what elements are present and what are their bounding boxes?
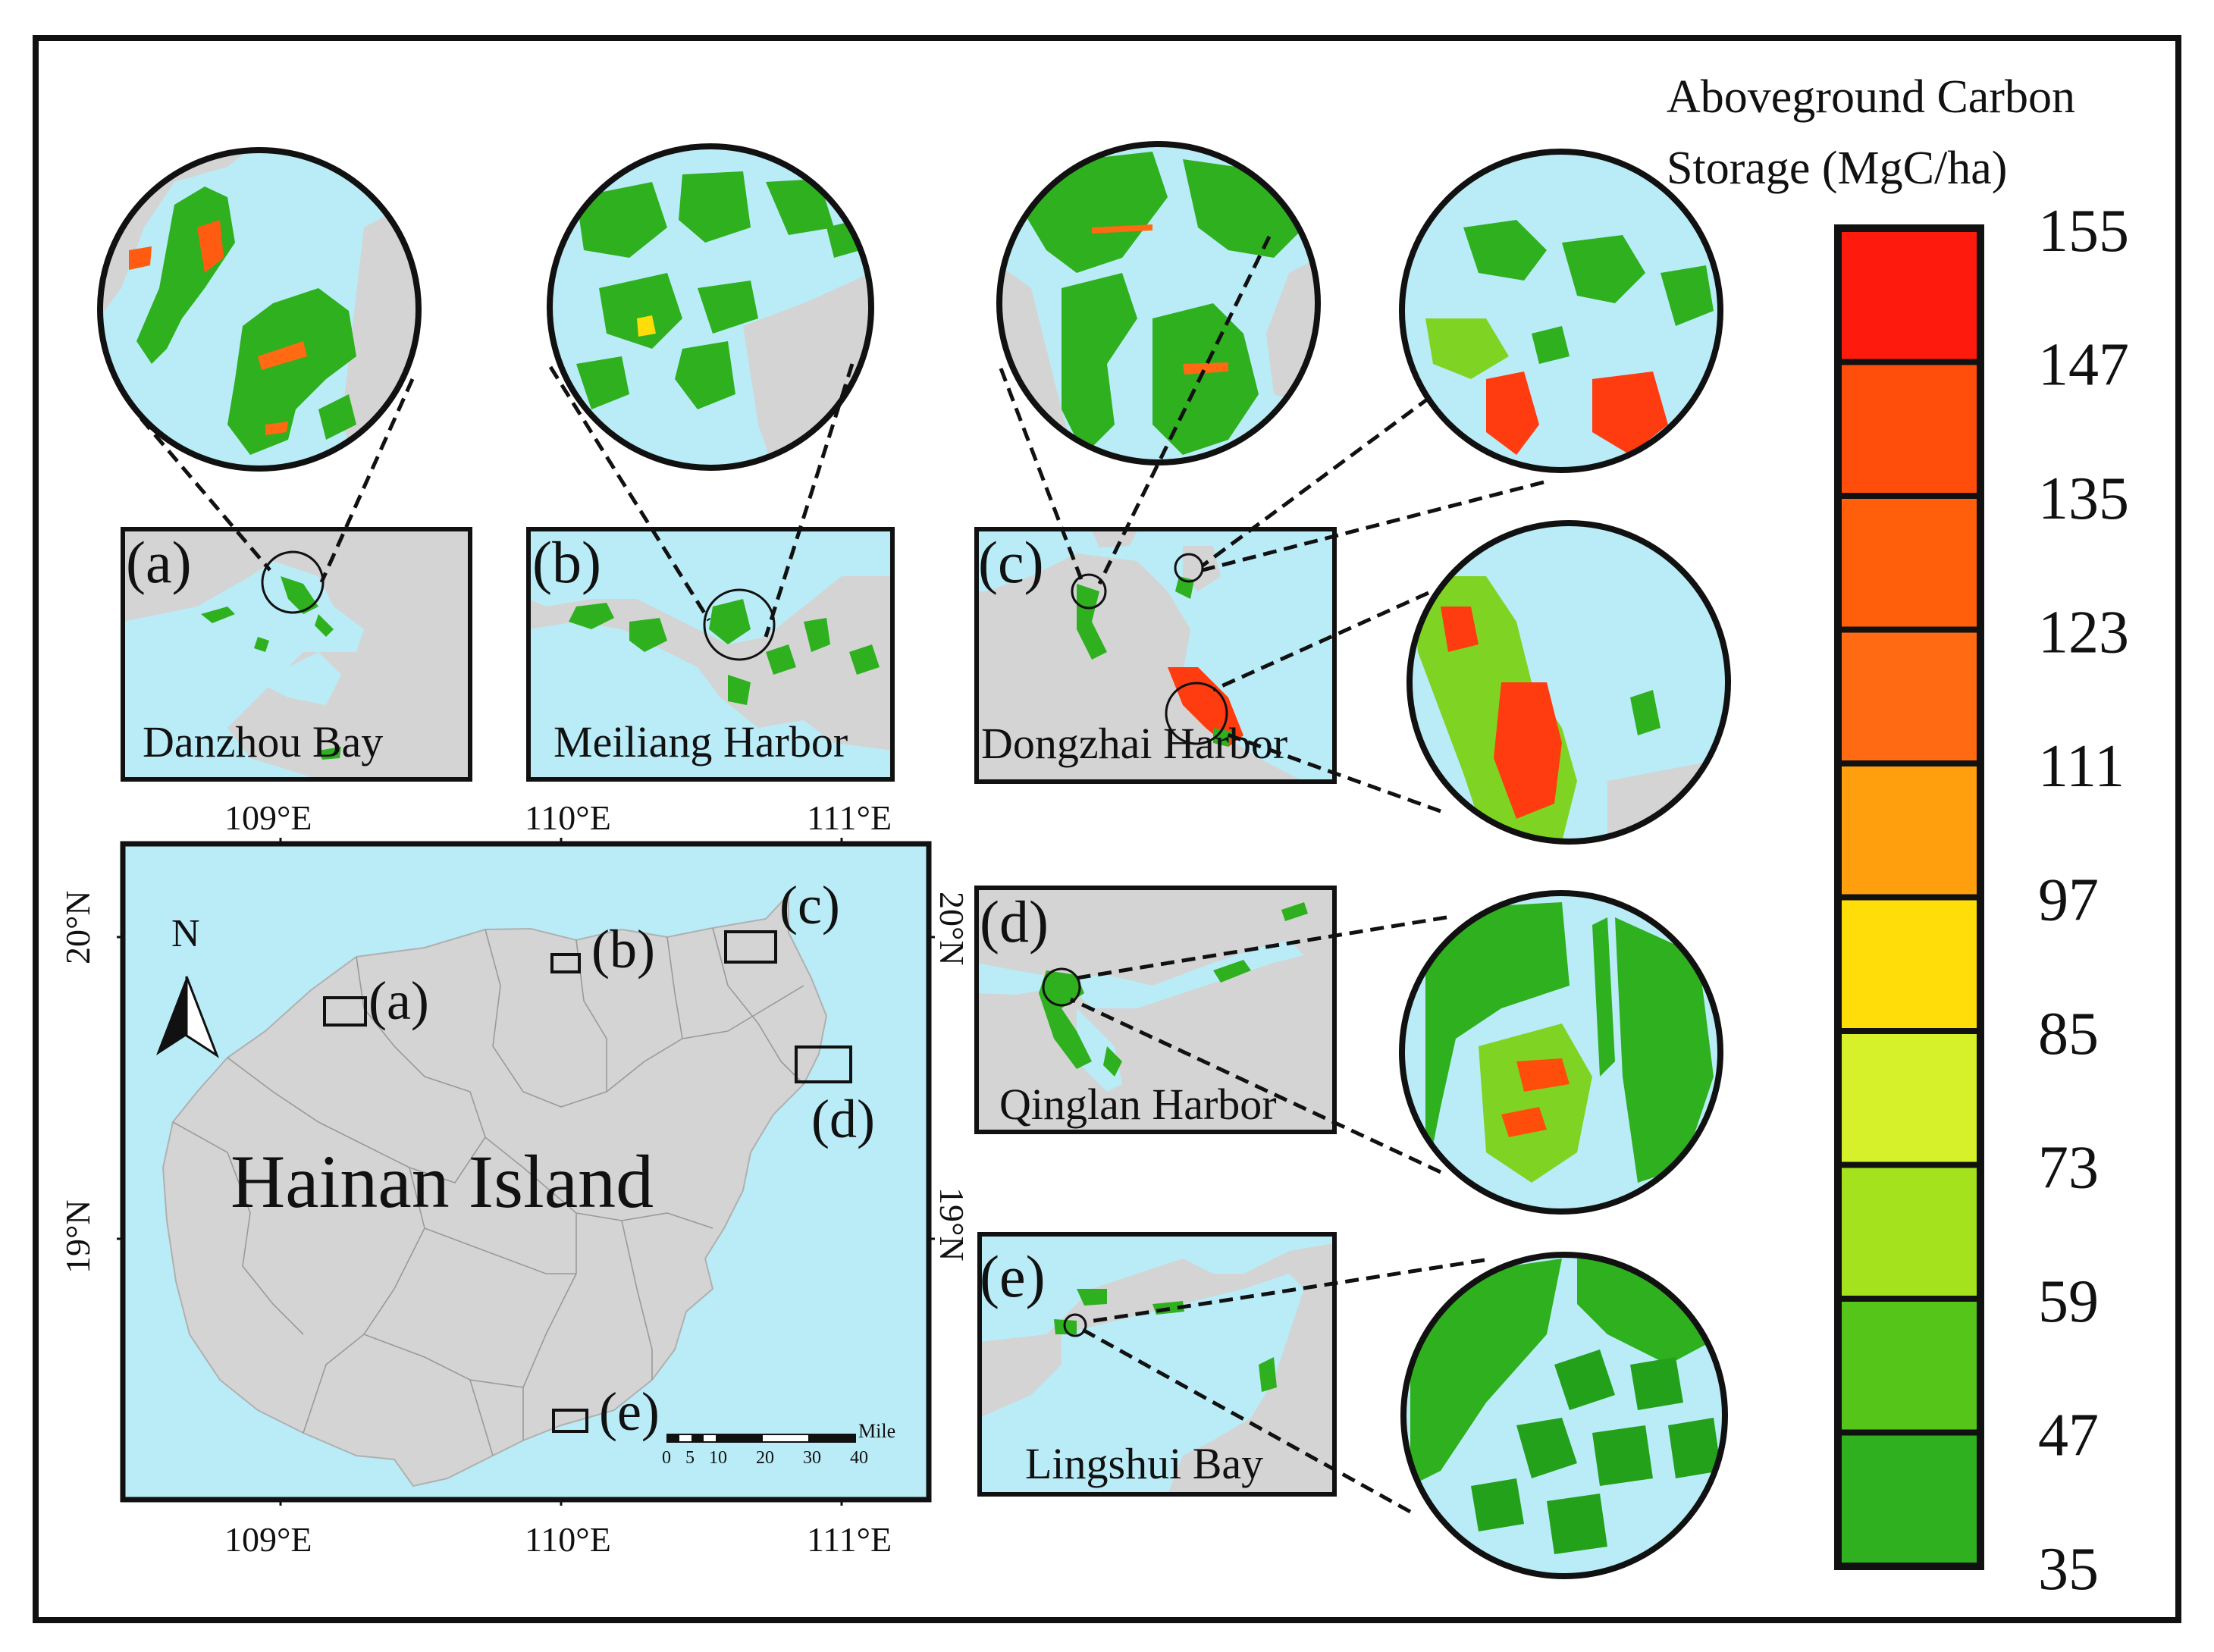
inset-b-name: Meiliang Harbor	[554, 717, 848, 766]
legend-title-line1: Aboveground Carbon	[1667, 71, 2075, 123]
scale-bar-tick: 5	[685, 1448, 695, 1468]
legend-frame	[1834, 224, 1984, 1570]
main-map-site-box-c	[724, 930, 777, 964]
inset-d-label: (d)	[980, 889, 1049, 955]
inset-d	[974, 886, 1337, 1134]
zoom-circle-a	[97, 147, 422, 472]
inset-c-zoom-circle-1	[1071, 573, 1107, 610]
top-lon-tick-3: 111°E	[807, 798, 892, 837]
scale-bar	[666, 1434, 856, 1443]
zoom-circle-b	[547, 143, 874, 471]
hainan-island-shape	[162, 892, 828, 1487]
legend-tick-label: 123	[2038, 600, 2129, 666]
inset-a-frame	[121, 527, 472, 782]
inset-a	[121, 527, 472, 782]
north-arrow-icon	[156, 976, 220, 1058]
main-map	[117, 838, 935, 1506]
inset-c	[974, 527, 1337, 784]
legend-colorbar	[1835, 225, 1984, 1569]
legend-bin	[1835, 894, 1984, 1034]
zoom-circle-c3	[1406, 520, 1731, 845]
zoom-circle-e	[1400, 1252, 1728, 1579]
inset-a-label: (a)	[126, 529, 192, 595]
legend-bin	[1835, 1296, 1984, 1436]
legend-tick-label: 135	[2038, 466, 2129, 532]
main-map-site-box-d	[795, 1045, 852, 1083]
scale-bar-tick: 40	[850, 1448, 868, 1468]
main-map-site-box-b	[550, 953, 581, 973]
bottom-lon-tick-1: 109°E	[224, 1520, 312, 1559]
island-name: Hainan Island	[230, 1139, 654, 1224]
legend-tick-label: 155	[2038, 198, 2129, 265]
legend-tick-label: 97	[2038, 867, 2099, 934]
scale-bar-tick: 20	[756, 1448, 774, 1468]
legend-ticks: 155 147 135 123 111 97 85 73 59 47 35	[2038, 198, 2129, 1603]
connector-lines	[140, 235, 1544, 1514]
inset-c-name: Dongzhai Harbor	[981, 719, 1287, 768]
graticule-ticks	[117, 838, 935, 1506]
inset-e-frame	[977, 1232, 1337, 1497]
zoom-circle-c2	[1399, 149, 1723, 473]
inset-b	[526, 527, 895, 782]
main-map-site-box-e	[552, 1409, 588, 1433]
left-lat-tick-2: 19°N	[58, 1199, 97, 1274]
right-lat-tick-1: 20°N	[933, 892, 971, 966]
main-map-site-box-a	[323, 996, 367, 1027]
inset-b-label: (b)	[532, 529, 601, 595]
legend-bin	[1835, 1028, 1984, 1168]
legend-bin	[1835, 1161, 1984, 1302]
zoom-circle-c1	[996, 141, 1321, 466]
legend-bin	[1835, 493, 1984, 633]
legend-tick-label: 59	[2038, 1268, 2099, 1335]
legend-tick-label: 85	[2038, 1001, 2099, 1067]
main-map-frame	[120, 841, 932, 1503]
top-lon-tick-2: 110°E	[525, 798, 611, 837]
site-label-e: (e)	[599, 1381, 660, 1442]
inset-d-frame	[974, 886, 1337, 1134]
legend-bin	[1835, 626, 1984, 766]
scale-bar-tick: 30	[803, 1448, 821, 1468]
inset-c-label: (c)	[978, 529, 1044, 595]
legend-bin	[1835, 760, 1984, 901]
legend-bin	[1835, 1429, 1984, 1569]
site-label-c: (c)	[779, 875, 840, 936]
scale-bar-unit: Mile	[858, 1420, 895, 1442]
legend-tick-label: 147	[2038, 332, 2129, 399]
legend-title-line2: Storage (MgC/ha)	[1667, 143, 2007, 194]
inset-d-zoom-circle	[1042, 967, 1081, 1007]
inset-e-name: Lingshui Bay	[1025, 1439, 1263, 1488]
north-label: N	[171, 912, 200, 955]
site-label-b: (b)	[591, 919, 655, 980]
scale-bar-tick: 10	[709, 1448, 727, 1468]
inset-e-label: (e)	[980, 1243, 1046, 1309]
site-label-d: (d)	[811, 1089, 875, 1149]
legend-tick-label: 47	[2038, 1403, 2099, 1469]
inset-c-zoom-circle-2	[1174, 553, 1204, 583]
inset-b-zoom-circle	[703, 588, 776, 661]
legend-bin	[1835, 359, 1984, 499]
inset-c-zoom-circle-3	[1165, 682, 1228, 745]
scale-bar-tick: 0	[662, 1448, 671, 1468]
legend-tick-label: 111	[2038, 733, 2125, 800]
inset-c-frame	[974, 527, 1337, 784]
zoom-circle-d	[1399, 890, 1723, 1215]
legend-tick-label: 35	[2038, 1536, 2099, 1603]
scale-bar-ticks: 0 5 10 20 30 40	[662, 1448, 868, 1468]
bottom-lon-tick-2: 110°E	[525, 1520, 611, 1559]
left-lat-tick-1: 20°N	[58, 890, 97, 964]
inset-e	[977, 1232, 1337, 1497]
inset-e-zoom-circle	[1063, 1313, 1087, 1337]
inset-a-name: Danzhou Bay	[143, 717, 383, 766]
inset-d-name: Qinglan Harbor	[999, 1080, 1277, 1129]
site-label-a: (a)	[368, 970, 429, 1031]
right-lat-tick-2: 19°N	[933, 1187, 971, 1262]
legend-bin	[1835, 225, 1984, 365]
inset-b-frame	[526, 527, 895, 782]
top-lon-tick-1: 109°E	[224, 798, 312, 837]
bottom-lon-tick-3: 111°E	[807, 1520, 892, 1559]
legend-tick-label: 73	[2038, 1135, 2099, 1202]
